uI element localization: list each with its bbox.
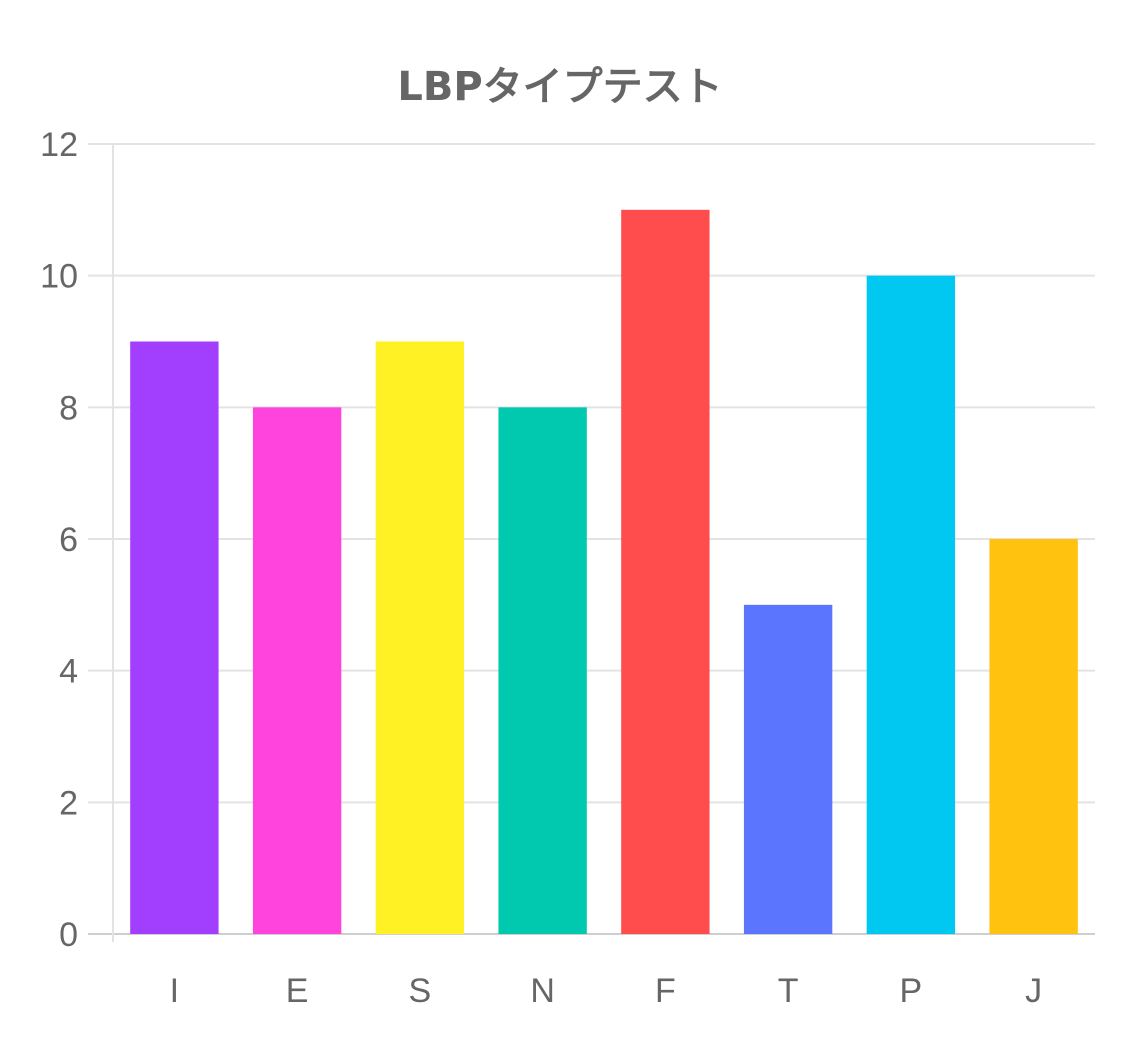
y-tick-label: 2	[59, 784, 78, 822]
bar-J	[989, 539, 1078, 934]
x-tick-label: I	[170, 972, 179, 1010]
x-tick-label: E	[286, 972, 309, 1010]
y-tick-label: 0	[59, 916, 78, 954]
y-tick-label: 4	[59, 653, 78, 691]
y-tick-label: 6	[59, 521, 78, 559]
y-axis: 0 2 4 6 8 10 12	[40, 126, 114, 954]
bar-E	[252, 407, 342, 934]
x-tick-label: N	[530, 972, 555, 1010]
bar-P	[866, 275, 956, 935]
x-tick-label: F	[655, 972, 676, 1010]
bar-T	[743, 604, 833, 934]
chart-title: LBPタイプテスト	[397, 64, 722, 110]
bars	[130, 209, 1078, 935]
x-tick-label: T	[778, 972, 799, 1010]
y-tick-label: 10	[40, 258, 78, 296]
bar-I	[130, 341, 219, 934]
y-tick-label: 8	[59, 389, 78, 427]
bar-S	[375, 341, 465, 934]
x-tick-label: S	[409, 972, 432, 1010]
bar-F	[621, 209, 710, 935]
y-tick-label: 12	[40, 126, 78, 164]
x-tick-label: J	[1025, 972, 1042, 1010]
bar-N	[498, 407, 587, 934]
x-tick-label: P	[900, 972, 923, 1010]
